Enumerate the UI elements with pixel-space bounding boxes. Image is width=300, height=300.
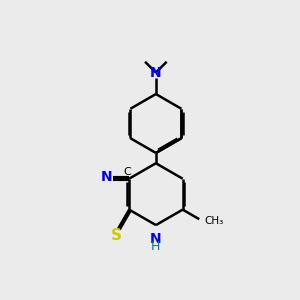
Text: S: S [111, 228, 122, 243]
Text: N: N [100, 170, 112, 184]
Text: CH₃: CH₃ [205, 216, 224, 226]
Text: C: C [123, 167, 130, 177]
Text: N: N [150, 232, 162, 246]
Text: H: H [151, 240, 160, 254]
Text: N: N [150, 66, 162, 80]
